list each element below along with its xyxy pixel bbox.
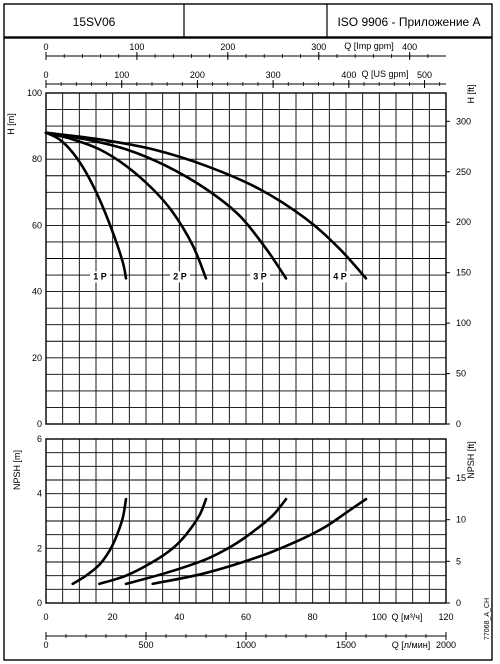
npsh-frame <box>45 438 447 604</box>
drawing-code: 77068_A_CH <box>484 598 491 640</box>
npsh-ft-tick-label: 5 <box>456 556 461 566</box>
imp-gpm-tick-label: 0 <box>43 42 48 52</box>
head-ytick-label: 100 <box>27 88 42 98</box>
lmin-tick-label: 500 <box>138 640 153 650</box>
head-curve-label-3: 3 P <box>253 271 267 281</box>
standard-label: ISO 9906 - Приложение A <box>337 15 480 29</box>
lmin-tick-label: 1500 <box>336 640 356 650</box>
m3h-tick-label: 80 <box>308 612 318 622</box>
npsh-curve-2 <box>98 497 208 586</box>
head-curve-label-4: 4 P <box>333 271 347 281</box>
npsh-ytick-label: 4 <box>37 489 42 499</box>
imp-gpm-axis-label: Q [Imp gpm] <box>344 41 394 51</box>
flow-lmin-axis-label: Q [л/мин] <box>392 640 430 650</box>
us-gpm-tick-label: 200 <box>190 70 205 80</box>
head-ft-tick-label: 100 <box>456 318 471 328</box>
head-frame <box>45 92 447 425</box>
head-ft-tick-label: 0 <box>456 419 461 429</box>
lmin-tick-label: 2000 <box>436 640 456 650</box>
m3h-tick-label: 60 <box>241 612 251 622</box>
imp-gpm-tick-label: 100 <box>129 42 144 52</box>
imp-gpm-tick-label: 400 <box>402 42 417 52</box>
npsh-ft-tick-label: 0 <box>456 598 461 608</box>
m3h-tick-label: 100 <box>372 612 387 622</box>
head-ft-tick-label: 150 <box>456 268 471 278</box>
head-curve-label-bg <box>330 271 350 283</box>
head-curve-label-1: 1 P <box>93 271 107 281</box>
head-curve-1 <box>44 131 128 280</box>
lmin-tick-label: 0 <box>43 640 48 650</box>
head-curve-label-bg <box>250 271 270 283</box>
us-gpm-tick-label: 0 <box>43 70 48 80</box>
npsh-ft-tick-label: 10 <box>456 515 466 525</box>
m3h-tick-label: 0 <box>43 612 48 622</box>
head-ytick-label: 20 <box>32 353 42 363</box>
us-gpm-tick-label: 100 <box>114 70 129 80</box>
head-curve-label-bg <box>90 271 110 283</box>
npsh-ytick-label: 6 <box>37 434 42 444</box>
us-gpm-tick-label: 400 <box>341 70 356 80</box>
head-ytick-label: 60 <box>32 220 42 230</box>
imp-gpm-tick-label: 200 <box>220 42 235 52</box>
m3h-tick-label: 120 <box>438 612 453 622</box>
head-curve-4 <box>44 131 368 280</box>
flow-m3h-axis-label: Q [м³/ч] <box>392 612 423 622</box>
imp-gpm-tick-label: 300 <box>311 42 326 52</box>
npsh-curve-4 <box>151 497 368 586</box>
head-ft-tick-label: 300 <box>456 116 471 126</box>
head-ft-tick-label: 250 <box>456 167 471 177</box>
npsh-ytick-label: 0 <box>37 598 42 608</box>
npsh-ft-axis-label: NPSH [ft] <box>466 441 476 479</box>
model-name: 15SV06 <box>73 15 116 29</box>
npsh-ft-tick-label: 15 <box>456 473 466 483</box>
head-ytick-label: 0 <box>37 419 42 429</box>
head-ft-axis-label: H [ft] <box>466 84 476 103</box>
us-gpm-tick-label: 500 <box>417 70 432 80</box>
head-curve-2 <box>44 131 208 280</box>
lmin-tick-label: 1000 <box>236 640 256 650</box>
head-ytick-label: 40 <box>32 287 42 297</box>
npsh-curve-1 <box>71 497 128 586</box>
us-gpm-axis-label: Q [US gpm] <box>361 69 408 79</box>
header-frame <box>3 3 493 38</box>
plot-frame <box>3 37 493 661</box>
head-curve-label-bg <box>170 271 190 283</box>
npsh-curve-3 <box>124 497 288 586</box>
npsh-m-axis-label: NPSH [m] <box>12 450 22 490</box>
head-ft-tick-label: 50 <box>456 369 466 379</box>
npsh-ytick-label: 2 <box>37 543 42 553</box>
head-curve-label-2: 2 P <box>173 271 187 281</box>
head-ytick-label: 80 <box>32 154 42 164</box>
head-curve-3 <box>44 131 288 280</box>
m3h-tick-label: 20 <box>108 612 118 622</box>
us-gpm-tick-label: 300 <box>266 70 281 80</box>
head-m-axis-label: H [m] <box>6 113 16 135</box>
m3h-tick-label: 40 <box>174 612 184 622</box>
head-ft-tick-label: 200 <box>456 217 471 227</box>
